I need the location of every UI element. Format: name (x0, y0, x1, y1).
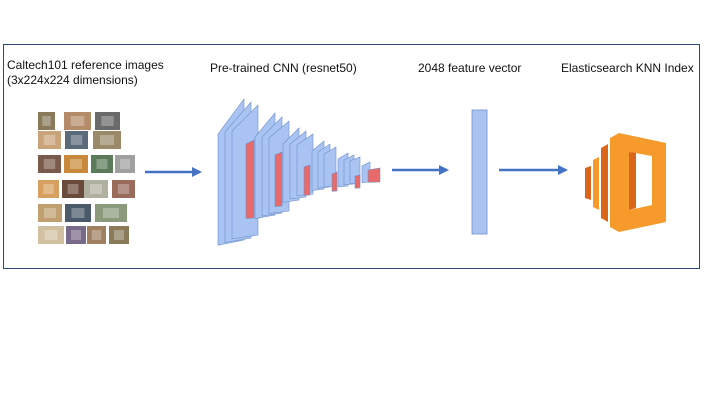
thumbnail-subject (43, 159, 56, 169)
thumbnail-subject (100, 135, 114, 145)
thumbnail-subject (114, 230, 124, 240)
cnn-layer (354, 174, 361, 189)
thumbnail-image (38, 180, 59, 198)
thumbnail-subject (71, 208, 85, 218)
thumbnail-image (62, 180, 84, 198)
thumbnail-subject (43, 135, 56, 145)
knn-index-label: Elasticsearch KNN Index (561, 61, 694, 75)
thumbnail-subject (43, 184, 54, 194)
thumbnail-image (112, 180, 135, 198)
thumbnail-subject (103, 208, 119, 218)
thumbnail-image (38, 112, 55, 130)
thumbnail-image (115, 155, 135, 173)
thumbnail-image (95, 204, 127, 222)
thumbnail-image (66, 226, 86, 244)
thumbnail-image (64, 155, 88, 173)
thumbnail-image (93, 131, 121, 149)
thumbnail-image (65, 131, 88, 149)
thumbnail-image (38, 226, 64, 244)
thumbnail-subject (91, 230, 102, 240)
cnn-layers-icon (217, 98, 381, 246)
cnn-label: Pre-trained CNN (resnet50) (210, 61, 357, 75)
thumbnail-image (65, 204, 91, 222)
thumbnail-image (109, 226, 129, 244)
elasticsearch-knn-logo-icon (585, 133, 666, 232)
thumbnail-subject (120, 159, 130, 169)
thumbnail-subject (90, 184, 102, 194)
thumbnail-subject (117, 184, 130, 194)
thumbnail-image (87, 226, 106, 244)
cnn-layer (274, 151, 283, 207)
feature-vector-bar (471, 109, 488, 235)
cnn-layer (331, 171, 338, 192)
thumbnail-image (38, 155, 61, 173)
thumbnail-subject (70, 159, 82, 169)
cnn-layer (245, 139, 255, 219)
thumbnail-subject (44, 230, 58, 240)
images-label-line2: (3x224x224 dimensions) (7, 73, 138, 87)
thumbnail-subject (42, 116, 51, 126)
thumbnail-subject (44, 208, 56, 218)
cnn-layer (367, 167, 381, 183)
thumbnail-image (91, 155, 113, 173)
thumbnail-subject (70, 135, 83, 145)
feature-vector-label: 2048 feature vector (418, 61, 522, 75)
images-label-line1: Caltech101 reference images (7, 58, 164, 72)
cnn-layer (303, 164, 311, 196)
thumbnail-subject (67, 184, 79, 194)
pipeline-frame (3, 44, 700, 269)
thumbnail-image (38, 204, 62, 222)
thumbnail-image (95, 112, 120, 130)
sample-image-thumbnails-icon (38, 112, 135, 244)
images-label: Caltech101 reference images (3x224x224 d… (7, 58, 164, 88)
thumbnail-subject (101, 116, 114, 126)
thumbnail-image (64, 112, 91, 130)
thumbnail-image (38, 131, 61, 149)
thumbnail-image (84, 180, 108, 198)
thumbnail-subject (71, 230, 81, 240)
thumbnail-subject (96, 159, 108, 169)
thumbnail-subject (70, 116, 85, 126)
